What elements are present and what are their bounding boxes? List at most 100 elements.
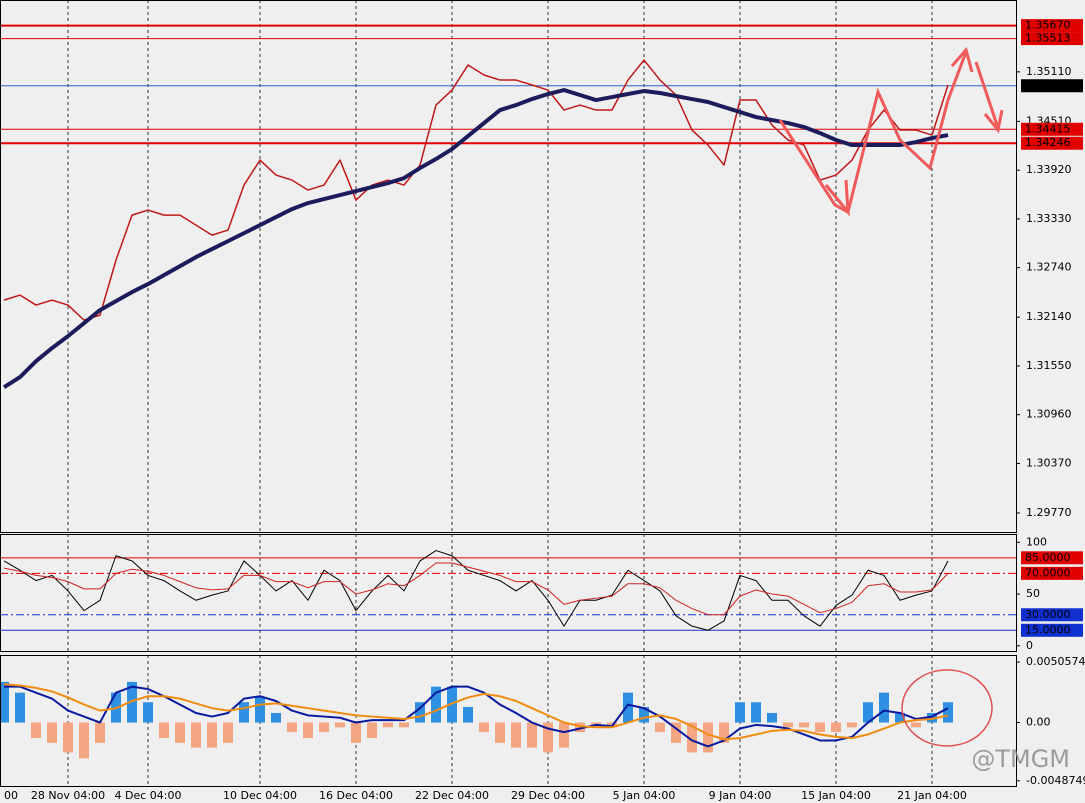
histogram-bar xyxy=(879,692,889,723)
histogram-bar xyxy=(575,722,585,733)
histogram-bar xyxy=(719,722,729,743)
histogram-bar xyxy=(255,697,265,723)
histogram-bar xyxy=(543,722,553,753)
histogram-bar xyxy=(511,722,521,748)
series-line xyxy=(3,59,949,321)
histogram-bar xyxy=(239,702,249,723)
histogram-bar xyxy=(127,681,137,723)
histogram-bar xyxy=(175,722,185,743)
panel-frame xyxy=(0,655,1017,787)
arrow xyxy=(846,51,968,213)
level-label-box xyxy=(1021,608,1083,622)
level-label-box xyxy=(1021,623,1083,637)
histogram-bar xyxy=(495,722,505,743)
histogram-bar xyxy=(751,702,761,723)
histogram-bar xyxy=(303,722,313,739)
histogram-bar xyxy=(0,681,9,723)
histogram-bar xyxy=(943,702,953,723)
y-tick-label: 100 xyxy=(1026,535,1047,548)
histogram-bar xyxy=(927,712,937,723)
x-tick-label: 16 Dec 04:00 xyxy=(319,789,393,802)
level-label-box xyxy=(1021,19,1083,33)
histogram-bar xyxy=(271,712,281,723)
y-tick-label: -0.0048749 xyxy=(1026,774,1085,787)
histogram-bar xyxy=(815,722,825,733)
histogram-bar xyxy=(207,722,217,748)
histogram-bar xyxy=(191,722,201,748)
y-tick-label: 0.00 xyxy=(1026,716,1051,729)
y-tick-label: 0.0050574 xyxy=(1026,655,1085,668)
series-line xyxy=(3,562,949,616)
series-line xyxy=(2,88,949,389)
histogram-bar xyxy=(431,686,441,723)
level-label: 30.0000 xyxy=(1025,608,1071,621)
panel-frame xyxy=(0,534,1017,652)
level-label: 85.0000 xyxy=(1025,551,1071,564)
histogram-bar xyxy=(31,722,41,739)
histogram-bar xyxy=(911,722,921,728)
level-label: 1.35513 xyxy=(1025,32,1071,45)
histogram-bar xyxy=(383,722,393,728)
annotations xyxy=(778,46,1004,747)
histogram-bar xyxy=(847,722,857,728)
y-tick-label: 1.32140 xyxy=(1026,310,1072,323)
histogram-bar xyxy=(687,722,697,753)
series-line xyxy=(3,683,949,741)
level-label-box xyxy=(1021,566,1083,580)
x-tick-label: 00 xyxy=(4,789,18,802)
histogram-bar xyxy=(63,722,73,753)
histogram-bar xyxy=(47,722,57,743)
histogram-bar xyxy=(223,722,233,743)
level-label: 1.34415 xyxy=(1025,122,1071,135)
histogram-bar xyxy=(351,722,361,743)
highlight-circle xyxy=(901,669,993,747)
histogram-bar xyxy=(367,722,377,739)
histogram-bar xyxy=(15,692,25,723)
histogram-bar xyxy=(895,712,905,723)
level-label-box xyxy=(1021,79,1083,93)
histogram-bar xyxy=(335,722,345,728)
x-tick-label: 21 Jan 04:00 xyxy=(897,789,967,802)
histogram-bar xyxy=(671,722,681,743)
level-label: 70.0000 xyxy=(1025,566,1071,579)
y-tick-label: 1.32740 xyxy=(1026,261,1072,274)
x-tick-label: 10 Dec 04:00 xyxy=(223,789,297,802)
level-label-box xyxy=(1021,136,1083,150)
x-tick-label: 15 Jan 04:00 xyxy=(801,789,871,802)
histogram-bar xyxy=(287,722,297,733)
level-label: 1.34942 xyxy=(1025,79,1071,92)
x-tick-label: 9 Jan 04:00 xyxy=(709,789,772,802)
y-tick-label: 1.35110 xyxy=(1026,65,1072,78)
arrow-head xyxy=(950,46,974,73)
y-tick-label: 0 xyxy=(1026,639,1033,652)
x-tick-label: 28 Nov 04:00 xyxy=(31,789,105,802)
histogram-bar xyxy=(799,722,809,728)
level-label-box xyxy=(1021,122,1083,136)
watermark: @TMGM xyxy=(971,745,1070,773)
histogram-bar xyxy=(319,722,329,733)
y-tick-label: 1.31550 xyxy=(1026,359,1072,372)
y-tick-label: 1.33920 xyxy=(1026,163,1072,176)
y-tick-label: 50 xyxy=(1026,587,1040,600)
x-tick-label: 29 Dec 04:00 xyxy=(511,789,585,802)
level-label-box xyxy=(1021,551,1083,565)
histogram-bar xyxy=(479,722,489,733)
histogram-bar xyxy=(735,702,745,723)
y-tick-label: 1.29770 xyxy=(1026,506,1072,519)
y-tick-label: 1.33330 xyxy=(1026,212,1072,225)
histogram-bar xyxy=(831,722,841,733)
level-label: 1.34246 xyxy=(1025,136,1071,149)
histogram-bar xyxy=(639,706,649,723)
x-tick-label: 22 Dec 04:00 xyxy=(415,789,489,802)
y-tick-label: 1.30370 xyxy=(1026,456,1072,469)
histogram-bar xyxy=(159,722,169,739)
level-label: 15.0000 xyxy=(1025,623,1071,636)
x-tick-label: 5 Jan 04:00 xyxy=(613,789,676,802)
histogram-bar xyxy=(143,702,153,723)
level-label-box xyxy=(1021,32,1083,46)
arrow xyxy=(974,61,1000,129)
histogram-bar xyxy=(783,722,793,728)
